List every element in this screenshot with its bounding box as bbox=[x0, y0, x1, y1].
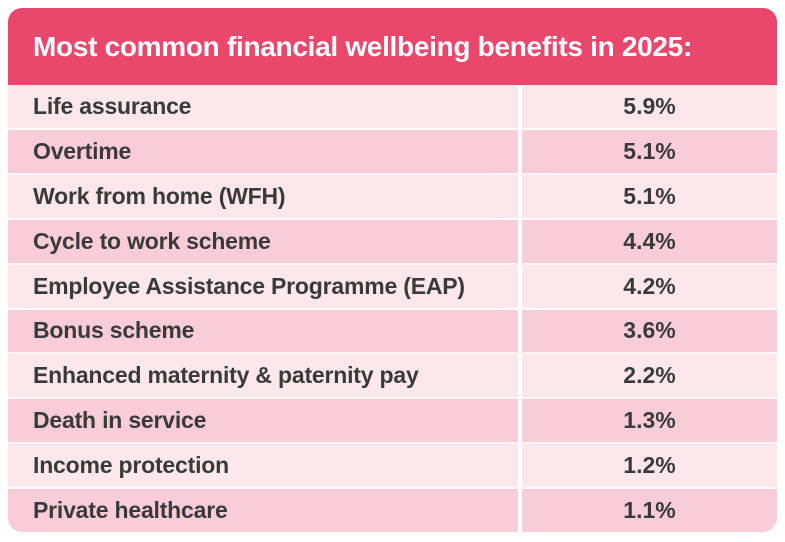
table-row: Work from home (WFH) 5.1% bbox=[8, 174, 777, 220]
benefit-label: Cycle to work scheme bbox=[8, 219, 522, 263]
table-row: Overtime 5.1% bbox=[8, 129, 777, 175]
benefit-value: 4.2% bbox=[623, 272, 676, 299]
benefit-label: Private healthcare bbox=[8, 489, 522, 532]
table-row: Enhanced maternity & paternity pay 2.2% bbox=[8, 354, 777, 400]
benefit-label: Bonus scheme bbox=[8, 309, 522, 353]
card-header: Most common financial wellbeing benefits… bbox=[8, 8, 777, 85]
benefit-value: 5.9% bbox=[623, 92, 676, 119]
benefit-label: Overtime bbox=[8, 129, 522, 173]
table-row: Employee Assistance Programme (EAP) 4.2% bbox=[8, 264, 777, 310]
card-title: Most common financial wellbeing benefits… bbox=[33, 30, 692, 62]
table-row: Private healthcare 1.1% bbox=[8, 489, 777, 532]
benefit-value: 1.2% bbox=[623, 452, 676, 479]
benefit-label: Life assurance bbox=[8, 85, 522, 128]
table-row: Death in service 1.3% bbox=[8, 399, 777, 445]
benefit-value: 5.1% bbox=[623, 182, 676, 209]
benefit-value: 5.1% bbox=[623, 137, 676, 164]
benefit-label: Income protection bbox=[8, 444, 522, 488]
benefit-value: 4.4% bbox=[623, 227, 676, 254]
benefit-value: 2.2% bbox=[623, 362, 676, 389]
table-row: Income protection 1.2% bbox=[8, 444, 777, 490]
benefit-label: Employee Assistance Programme (EAP) bbox=[8, 264, 522, 308]
benefit-value: 1.1% bbox=[623, 497, 676, 524]
benefit-label: Work from home (WFH) bbox=[8, 174, 522, 218]
benefit-value: 3.6% bbox=[623, 317, 676, 344]
table-row: Cycle to work scheme 4.4% bbox=[8, 219, 777, 265]
benefit-value: 1.3% bbox=[623, 407, 676, 434]
benefits-card: Most common financial wellbeing benefits… bbox=[8, 8, 777, 532]
benefit-label: Death in service bbox=[8, 399, 522, 443]
benefit-label: Enhanced maternity & paternity pay bbox=[8, 354, 522, 398]
table-row: Life assurance 5.9% bbox=[8, 85, 777, 130]
table-row: Bonus scheme 3.6% bbox=[8, 309, 777, 355]
benefits-table: Life assurance 5.9% Overtime 5.1% Work f… bbox=[8, 85, 777, 532]
